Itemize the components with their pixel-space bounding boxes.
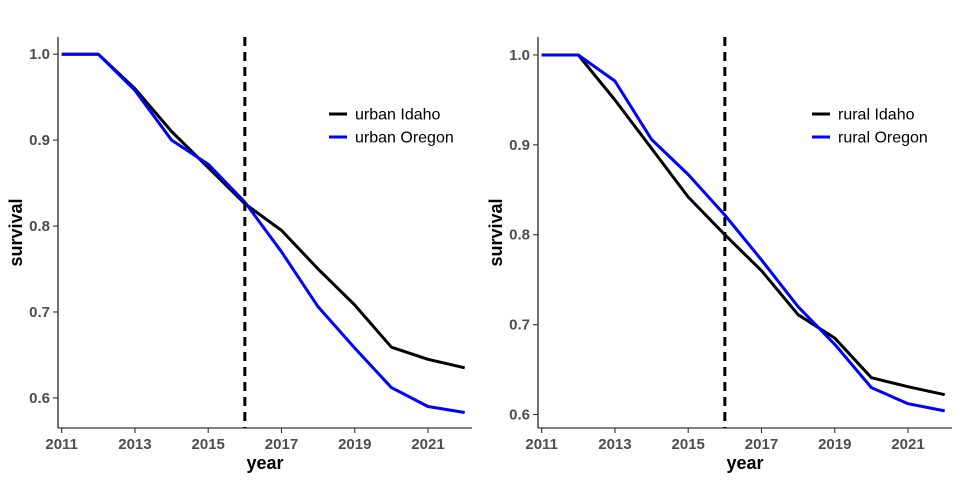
x-tick-label: 2021 (411, 436, 444, 453)
x-tick-label: 2013 (598, 436, 631, 453)
x-tick-label: 2011 (45, 436, 78, 453)
y-tick-label: 0.7 (509, 317, 530, 334)
x-axis-title: year (246, 453, 283, 473)
x-tick-label: 2011 (525, 436, 558, 453)
series-line-1 (61, 52, 466, 370)
legend: rural Idaho rural Oregon (812, 107, 928, 147)
y-tick-label: 0.9 (29, 132, 50, 149)
y-tick-label: 0.7 (29, 304, 50, 321)
x-tick-label: 2019 (338, 436, 371, 453)
chart-panel-1: 2011 2013 2015 2017 2019 2021 0.6 0.7 0.8 0.9 1.0 y… (6, 37, 472, 473)
chart-panel-2: 2011 2013 2015 2017 2019 2021 0.6 0.7 0.8 0.9 1.0 y… (486, 37, 952, 473)
x-tick-label: 2017 (745, 436, 778, 453)
y-tick-label: 1.0 (509, 47, 530, 64)
x-tick-label: 2015 (672, 436, 705, 453)
legend-label: urban Oregon (355, 130, 454, 147)
y-axis-title: survival (486, 198, 506, 266)
series-line-1 (541, 53, 946, 397)
x-tick-label: 2015 (192, 436, 225, 453)
y-tick-label: 0.6 (509, 407, 530, 424)
series-line-2 (61, 52, 465, 414)
series-line-2 (541, 53, 945, 413)
y-tick-label: 0.8 (509, 227, 530, 244)
x-tick-label: 2017 (265, 436, 298, 453)
y-tick-label: 1.0 (29, 46, 50, 63)
legend: urban Idaho urban Oregon (329, 107, 454, 147)
legend-label: rural Idaho (838, 107, 915, 124)
x-tick-label: 2019 (818, 436, 851, 453)
legend-label: urban Idaho (355, 107, 441, 124)
x-tick-label: 2021 (891, 436, 924, 453)
y-tick-label: 0.9 (509, 137, 530, 154)
y-axis-title: survival (6, 198, 26, 266)
x-tick-label: 2013 (118, 436, 151, 453)
y-tick-label: 0.6 (29, 390, 50, 407)
x-axis-title: year (726, 453, 763, 473)
y-tick-label: 0.8 (29, 218, 50, 235)
legend-label: rural Oregon (838, 130, 928, 147)
